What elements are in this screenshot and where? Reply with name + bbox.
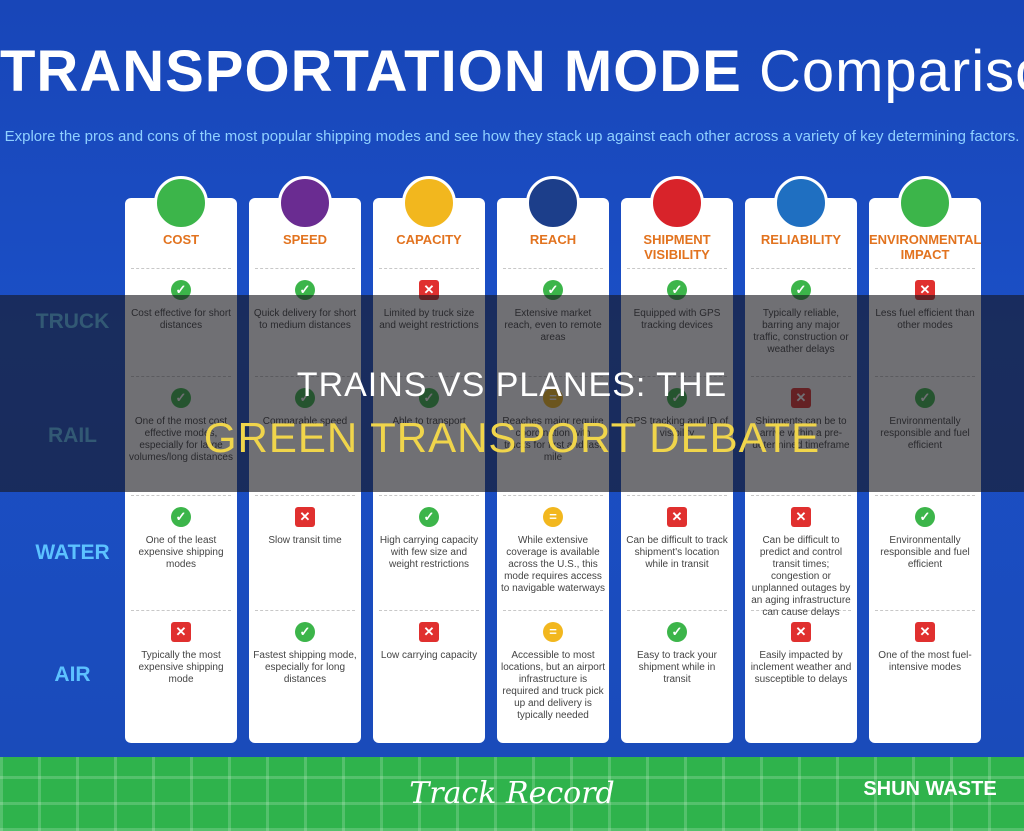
row-separator [255,495,355,496]
cell-text: One of the least expensive shipping mode… [138,535,224,570]
column-header: CAPACITY [396,232,462,247]
cell-text: Fastest shipping mode, especially for lo… [253,650,357,685]
cell-text: One of the most fuel-intensive modes [878,650,972,673]
row-separator [131,268,231,269]
overlay-band [0,295,1024,492]
cell-text: Can be difficult to track shipment's loc… [626,535,728,570]
row-separator [131,495,231,496]
column-icon [278,176,332,230]
status-icon: ✕ [419,622,439,642]
row-separator [627,268,727,269]
status-icon: ✓ [419,507,439,527]
row-separator [379,268,479,269]
column-header: REACH [529,232,577,247]
row-label: AIR [54,663,91,686]
column-header: COST [162,232,200,247]
overlay-title: TRAINS VS PLANES: THE [296,366,728,404]
status-icon: ✕ [791,622,811,642]
row-separator [751,268,851,269]
row-separator [255,610,355,611]
row-separator [379,610,479,611]
status-icon: ✕ [667,507,687,527]
cell-text: Easily impacted by inclement weather and… [750,650,852,685]
column-header: ENVIRONMENTAL IMPACT [869,232,982,262]
cell-text: Slow transit time [268,535,342,546]
row-separator [627,495,727,496]
cell-text: High carrying capacity with few size and… [379,535,479,570]
row-separator [503,610,603,611]
title-bold: TRANSPORTATION MODE [0,39,742,104]
row-separator [751,610,851,611]
status-icon: = [543,622,563,642]
status-icon: ✓ [915,507,935,527]
column-icon [650,176,704,230]
title: TRANSPORTATION MODE Comparison [0,38,1024,105]
column-header: RELIABILITY [760,232,842,247]
status-icon: ✕ [791,507,811,527]
footer-bar [0,757,1024,831]
site-name: SHUN WASTE [863,778,997,800]
status-icon: ✓ [667,622,687,642]
column-icon [402,176,456,230]
column-header: SPEED [282,232,328,247]
row-separator [503,268,603,269]
cell-text: Typically the most expensive shipping mo… [138,650,224,685]
row-separator [875,610,975,611]
row-separator [627,610,727,611]
row-separator [131,610,231,611]
cell-text: Low carrying capacity [380,650,478,661]
column-icon [898,176,952,230]
title-light: Comparison [758,39,1024,104]
cell-text: While extensive coverage is available ac… [501,535,605,594]
status-icon: ✕ [171,622,191,642]
row-separator [875,268,975,269]
status-icon: ✕ [295,507,315,527]
row-separator [875,495,975,496]
cell-text: Easy to track your shipment while in tra… [636,650,718,685]
subtitle: Explore the pros and cons of the most po… [4,128,1020,145]
row-label: WATER [35,540,110,564]
overlay-subtitle: GREEN TRANSPORT DEBATE [203,414,821,461]
column-icon [774,176,828,230]
cell-text: Accessible to most locations, but an air… [501,650,605,721]
status-icon: ✓ [171,507,191,527]
status-icon: ✓ [295,622,315,642]
row-separator [379,495,479,496]
cell-text: Can be difficult to predict and control … [751,535,851,618]
row-separator [751,495,851,496]
status-icon: ✕ [915,622,935,642]
column-header: SHIPMENT VISIBILITY [643,232,711,262]
row-separator [503,495,603,496]
column-icon [526,176,580,230]
cell-text: Environmentally responsible and fuel eff… [880,535,970,570]
column-icon [154,176,208,230]
row-separator [255,268,355,269]
status-icon: = [543,507,563,527]
brand: Track Record [409,776,615,811]
